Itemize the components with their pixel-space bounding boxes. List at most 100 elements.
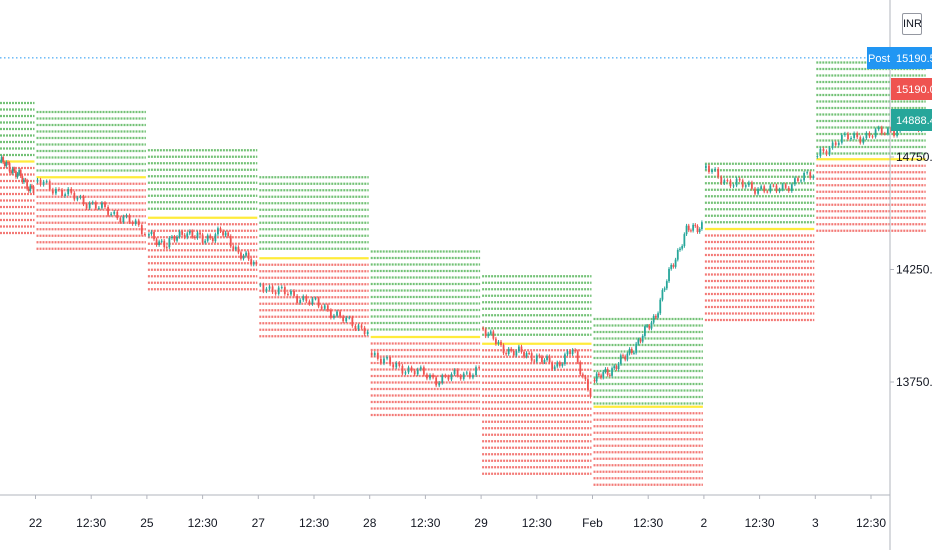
candle-body bbox=[459, 375, 462, 379]
candle-body bbox=[419, 367, 422, 370]
candle-body bbox=[566, 351, 569, 355]
candle-body bbox=[240, 252, 242, 259]
candle-body bbox=[732, 185, 735, 187]
candle-body bbox=[847, 133, 849, 140]
candle-body bbox=[16, 173, 19, 177]
candle-body bbox=[407, 367, 410, 373]
candle-body bbox=[747, 182, 750, 186]
candle-body bbox=[819, 148, 822, 157]
candle-body bbox=[661, 290, 664, 300]
price-tag-value: 14888.40 bbox=[896, 115, 932, 127]
candle-body bbox=[293, 290, 295, 296]
candle-body bbox=[553, 366, 556, 370]
y-tick-label: 14250.00 bbox=[896, 263, 932, 277]
y-tick-label: 13750.00 bbox=[896, 375, 932, 389]
pivot-band-2 bbox=[704, 162, 815, 322]
candle-body bbox=[181, 231, 184, 235]
candle-body bbox=[720, 177, 723, 184]
candle-body bbox=[877, 127, 880, 130]
candle-body bbox=[883, 133, 886, 135]
candle-body bbox=[772, 185, 775, 187]
candle-body bbox=[150, 231, 153, 235]
candle-body bbox=[342, 316, 345, 322]
candle-body bbox=[652, 315, 655, 323]
candle-body bbox=[163, 240, 166, 248]
candle-body bbox=[628, 348, 631, 354]
candle-body bbox=[186, 233, 189, 238]
candle-body bbox=[856, 133, 859, 138]
candle-body bbox=[85, 204, 88, 209]
candle-body bbox=[137, 220, 140, 226]
candle-body bbox=[685, 225, 688, 235]
candle-body bbox=[32, 186, 35, 194]
candle-body bbox=[502, 345, 505, 354]
price-tag[interactable]: Post 15190.55 bbox=[867, 47, 932, 69]
candle-body bbox=[698, 229, 701, 233]
candle-body bbox=[683, 234, 686, 246]
candle-body bbox=[271, 286, 274, 293]
x-tick-label: 3 bbox=[812, 516, 819, 530]
candle-body bbox=[360, 325, 363, 328]
plot-area[interactable] bbox=[0, 57, 926, 486]
candle-body bbox=[128, 215, 131, 223]
candle-body bbox=[259, 284, 262, 286]
candle-body bbox=[853, 133, 856, 139]
candle-body bbox=[18, 170, 21, 174]
x-tick-label: 12:30 bbox=[76, 516, 106, 530]
candle-body bbox=[633, 352, 635, 354]
candle-body bbox=[0, 161, 1, 163]
candle-body bbox=[468, 372, 471, 378]
candle-body bbox=[317, 298, 320, 307]
candle-body bbox=[277, 287, 280, 294]
x-tick-label: 28 bbox=[363, 516, 377, 530]
candle-body bbox=[140, 225, 143, 235]
pivot-band-29 bbox=[482, 275, 592, 475]
candle-body bbox=[280, 287, 283, 289]
candle-body bbox=[311, 298, 314, 304]
price-tag[interactable]: 14888.40 bbox=[891, 109, 932, 131]
candle-body bbox=[615, 366, 618, 370]
candle-body bbox=[564, 354, 566, 364]
candle-body bbox=[383, 358, 385, 364]
candle-body bbox=[604, 368, 607, 372]
candle-body bbox=[548, 356, 551, 363]
candle-body bbox=[287, 293, 289, 295]
candle-body bbox=[778, 189, 781, 192]
candle-body bbox=[751, 182, 753, 189]
currency-badge[interactable]: INR bbox=[902, 13, 922, 35]
candle-body bbox=[171, 236, 173, 238]
candle-body bbox=[803, 172, 805, 181]
candle-body bbox=[305, 296, 308, 302]
candle-body bbox=[320, 306, 323, 309]
candle-body bbox=[209, 235, 212, 239]
candle-body bbox=[444, 375, 447, 377]
candle-body bbox=[648, 325, 651, 329]
candle-body bbox=[217, 228, 219, 235]
candle-body bbox=[538, 355, 541, 357]
candle-body bbox=[644, 326, 646, 336]
price-tag[interactable]: 15190.00 bbox=[891, 78, 932, 100]
candle-body bbox=[5, 162, 8, 167]
candle-body bbox=[97, 207, 100, 209]
candle-body bbox=[497, 341, 500, 344]
candle-body bbox=[500, 341, 502, 346]
candle-body bbox=[70, 188, 73, 193]
candle-body bbox=[131, 222, 134, 225]
candle-body bbox=[26, 180, 29, 189]
candle-body bbox=[107, 206, 109, 215]
candle-body bbox=[125, 215, 128, 217]
price-tag-bg bbox=[891, 78, 932, 100]
candle-body bbox=[55, 188, 57, 194]
candle-body bbox=[214, 234, 217, 242]
candle-body bbox=[602, 371, 605, 378]
candle-body bbox=[717, 168, 720, 178]
candle-body bbox=[194, 236, 196, 238]
pivot-band-27 bbox=[259, 176, 369, 338]
candle-body bbox=[744, 185, 747, 187]
candle-body bbox=[613, 366, 616, 369]
candle-body bbox=[518, 346, 520, 352]
candle-body bbox=[27, 188, 30, 191]
candle-body bbox=[422, 367, 425, 375]
